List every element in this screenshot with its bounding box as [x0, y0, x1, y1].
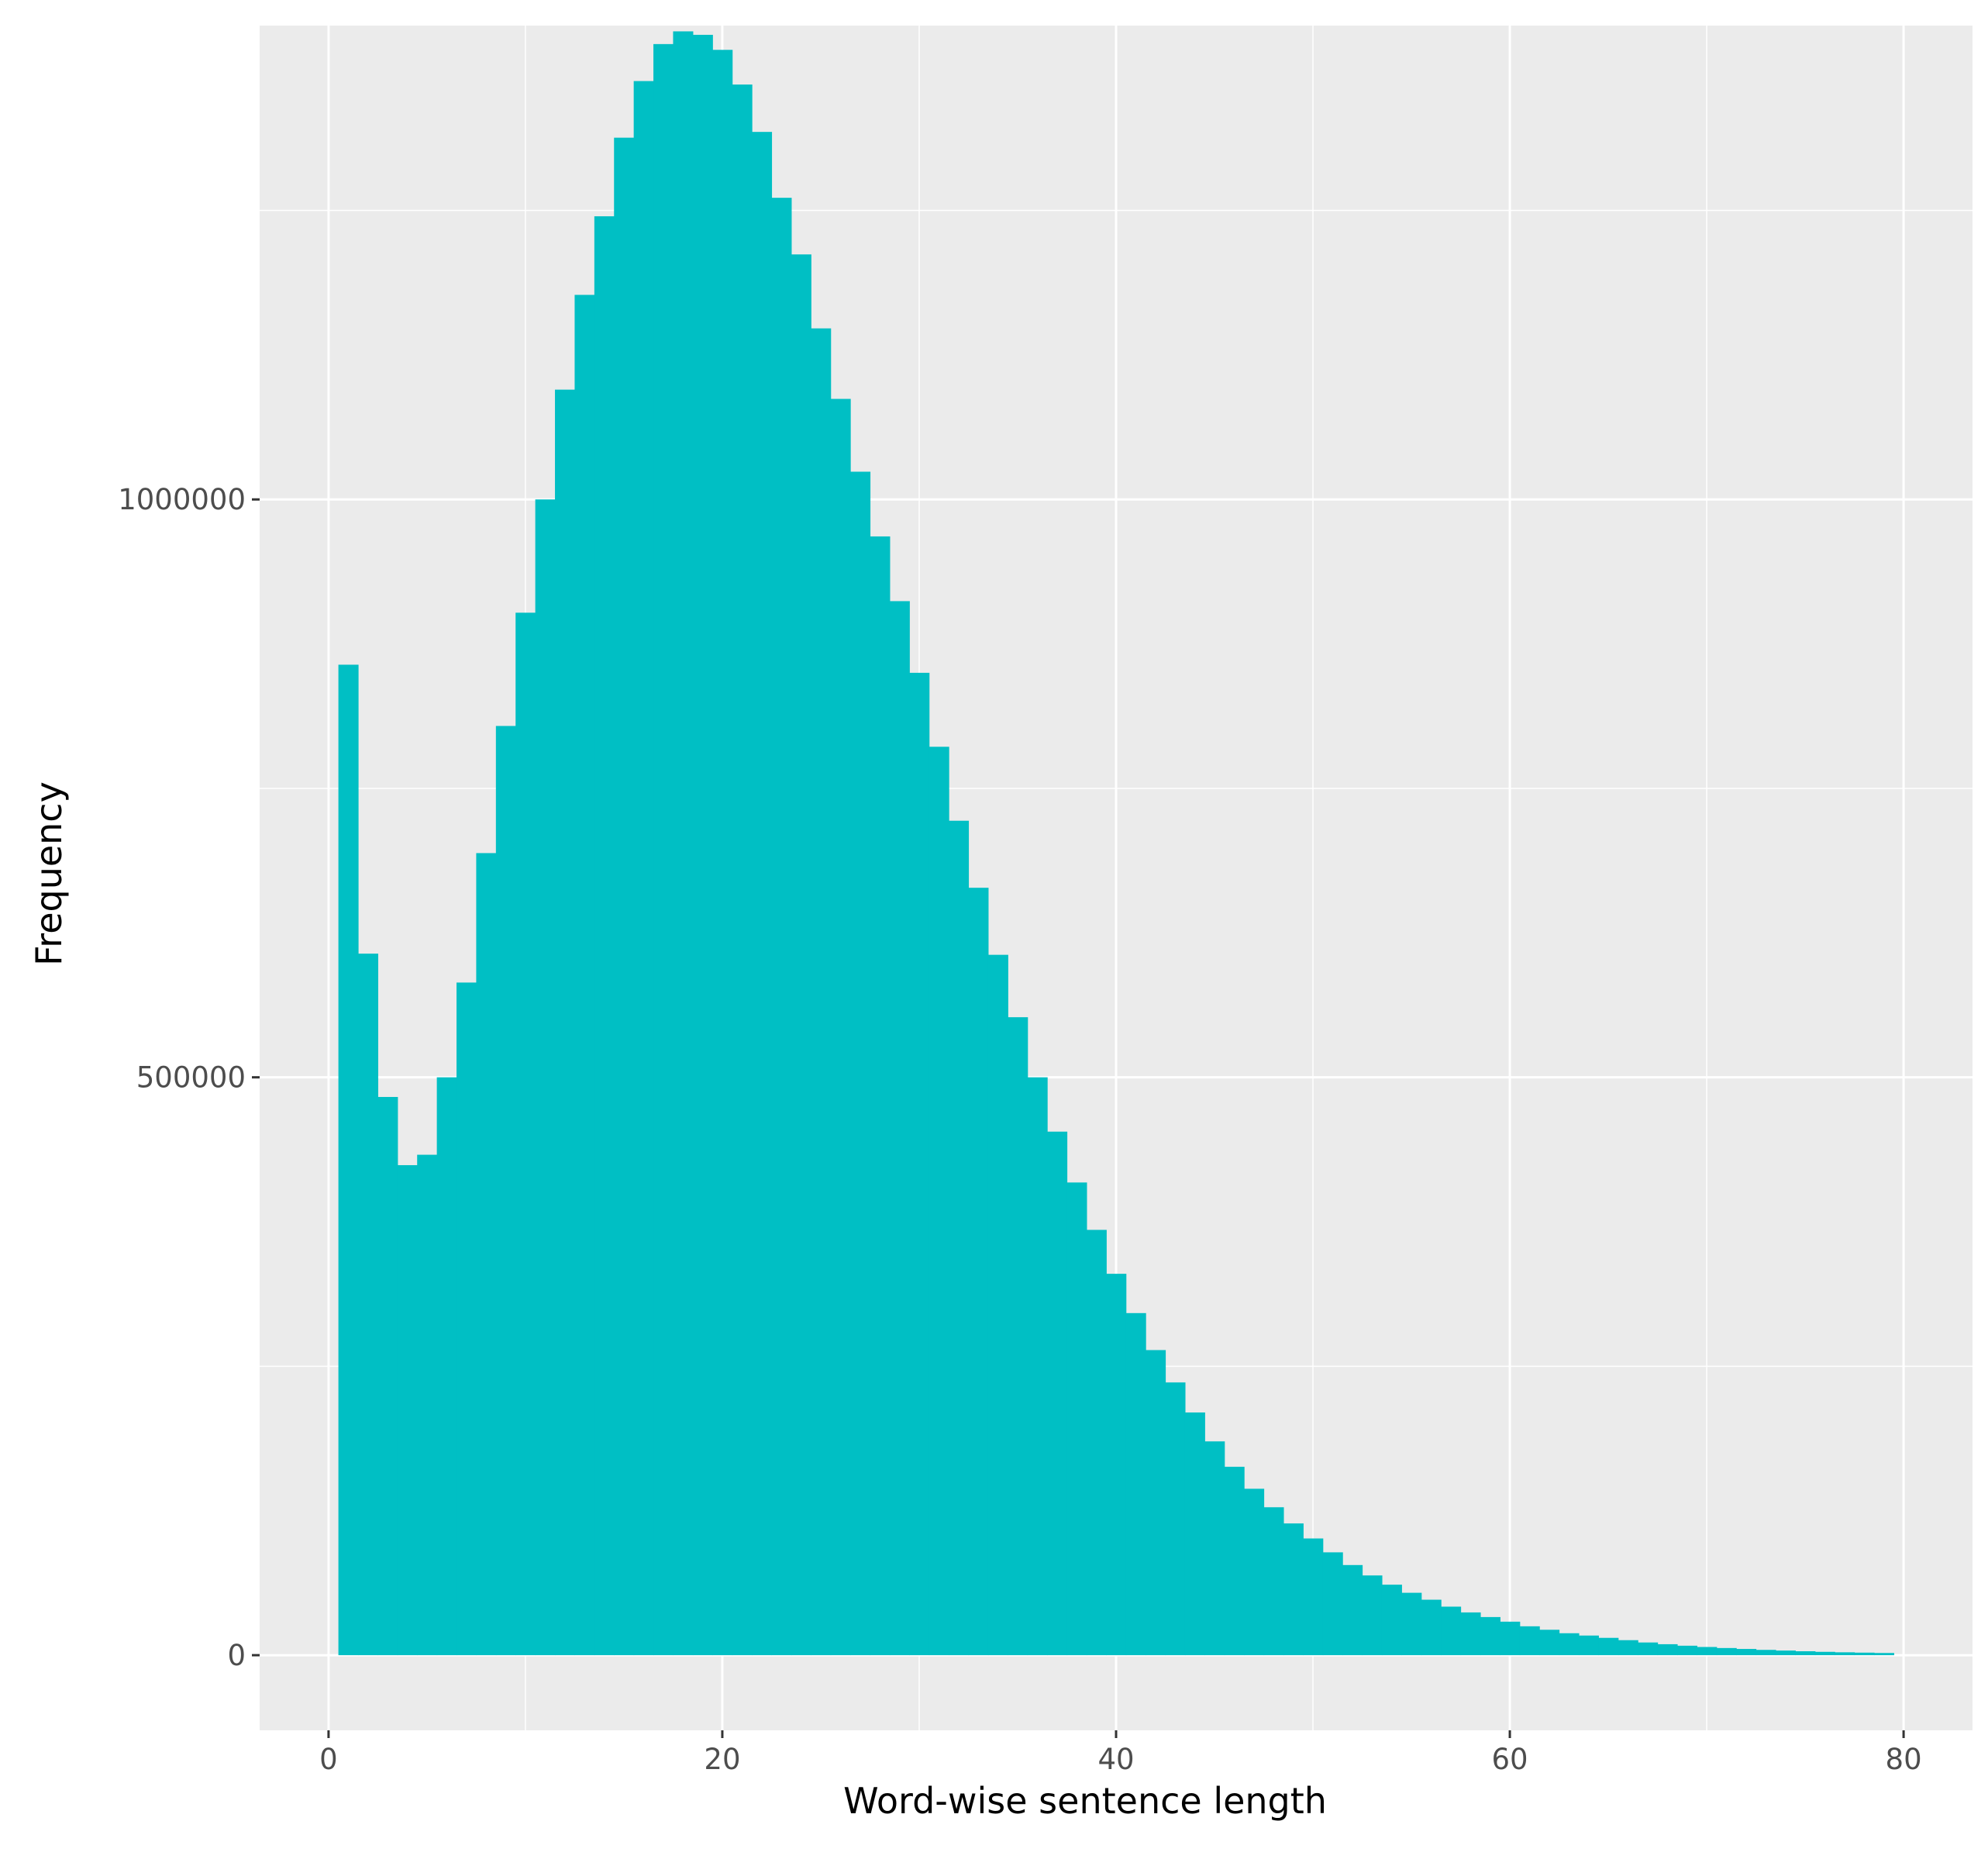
- histogram-bar-5: [417, 1154, 438, 1656]
- histogram-bar-53: [1362, 1575, 1383, 1656]
- y-axis-title: Frequency: [28, 781, 70, 966]
- histogram-bar-1: [338, 664, 359, 1656]
- histogram-bar-10: [515, 612, 536, 1656]
- histogram-bar-14: [594, 216, 615, 1656]
- histogram-bar-49: [1283, 1523, 1304, 1656]
- histogram-bar-30: [909, 672, 930, 1656]
- histogram-bar-31: [929, 747, 949, 1656]
- histogram-bar-79: [1873, 1653, 1894, 1656]
- histogram-bar-61: [1519, 1626, 1540, 1656]
- histogram-bar-74: [1775, 1650, 1796, 1656]
- histogram-bar-69: [1676, 1645, 1697, 1656]
- x-tick-label-0: 0: [319, 1743, 338, 1776]
- histogram-bar-64: [1578, 1635, 1599, 1656]
- histogram-bar-28: [870, 536, 891, 1656]
- histogram-bar-58: [1460, 1612, 1481, 1656]
- histogram-bar-52: [1342, 1564, 1363, 1656]
- x-axis: 0 20 40 60 80: [319, 1730, 1922, 1776]
- x-tick-label-4: 80: [1886, 1743, 1922, 1776]
- y-tick-label-1: 500000: [136, 1061, 246, 1095]
- histogram-bar-72: [1736, 1649, 1757, 1656]
- histogram-bar-51: [1322, 1552, 1343, 1656]
- histogram-bar-44: [1184, 1412, 1205, 1656]
- histogram-bar-38: [1066, 1182, 1087, 1656]
- histogram-bar-45: [1204, 1441, 1225, 1656]
- histogram-bar-33: [968, 888, 989, 1656]
- histogram-bar-7: [457, 982, 477, 1656]
- histogram-bar-55: [1401, 1592, 1422, 1656]
- histogram-bar-20: [712, 50, 733, 1656]
- histogram-bar-78: [1854, 1652, 1875, 1656]
- y-tick-label-2: 1000000: [118, 483, 246, 516]
- y-axis: 0 500000 1000000: [118, 483, 260, 1672]
- histogram-bar-46: [1224, 1467, 1245, 1656]
- histogram-bar-17: [653, 43, 674, 1656]
- x-tick-label-2: 40: [1097, 1743, 1134, 1776]
- histogram-bar-62: [1539, 1630, 1560, 1656]
- histogram-bar-43: [1165, 1382, 1186, 1656]
- x-tick-label-1: 20: [704, 1743, 740, 1776]
- histogram-bar-36: [1027, 1077, 1048, 1656]
- histogram-bar-22: [752, 132, 773, 1656]
- histogram-bar-54: [1381, 1585, 1402, 1656]
- histogram-bar-27: [850, 471, 871, 1656]
- histogram-bar-23: [771, 198, 792, 1656]
- histogram-bar-18: [673, 31, 694, 1656]
- histogram-bar-50: [1303, 1538, 1324, 1656]
- y-tick-label-0: 0: [227, 1639, 246, 1672]
- histogram-bar-34: [987, 954, 1008, 1656]
- histogram-bar-4: [397, 1164, 418, 1656]
- histogram-bar-40: [1106, 1274, 1127, 1656]
- x-tick-label-3: 60: [1491, 1743, 1528, 1776]
- histogram-bar-29: [889, 601, 910, 1656]
- histogram-bar-75: [1795, 1651, 1816, 1656]
- histogram-bar-12: [555, 389, 576, 1656]
- histogram-bar-37: [1047, 1131, 1068, 1656]
- histogram-bar-65: [1598, 1637, 1619, 1656]
- histogram-bar-6: [436, 1077, 457, 1656]
- histogram-bar-39: [1086, 1230, 1107, 1656]
- histogram-bar-70: [1697, 1647, 1718, 1656]
- histogram-bar-21: [732, 84, 753, 1656]
- histogram-bar-19: [692, 34, 713, 1656]
- histogram-bar-9: [495, 726, 516, 1656]
- histogram-bar-41: [1125, 1312, 1146, 1656]
- histogram-bar-35: [1008, 1017, 1028, 1656]
- histogram-bar-15: [614, 137, 635, 1656]
- histogram-bar-77: [1835, 1652, 1855, 1656]
- histogram-bar-48: [1263, 1507, 1284, 1656]
- histogram-bar-67: [1638, 1642, 1659, 1656]
- histogram-bar-25: [811, 328, 832, 1656]
- histogram-bar-59: [1480, 1616, 1500, 1656]
- histogram-bar-3: [377, 1097, 398, 1656]
- x-axis-title: Word-wise sentence length: [843, 1780, 1327, 1822]
- histogram-bar-8: [476, 853, 497, 1656]
- histogram-bar-24: [791, 254, 811, 1656]
- histogram-bar-66: [1618, 1640, 1638, 1656]
- histogram-bar-16: [633, 81, 654, 1656]
- histogram-bar-13: [574, 295, 595, 1656]
- histogram-bar-68: [1657, 1643, 1678, 1656]
- histogram-bar-26: [830, 398, 851, 1656]
- histogram-bars: [338, 31, 1894, 1656]
- histogram-bar-11: [535, 499, 556, 1656]
- histogram-bar-73: [1755, 1650, 1776, 1656]
- histogram-bar-71: [1716, 1647, 1737, 1656]
- histogram-bar-56: [1421, 1599, 1442, 1656]
- histogram-bar-47: [1244, 1488, 1265, 1656]
- histogram-bar-42: [1146, 1350, 1166, 1656]
- histogram-bar-32: [949, 820, 970, 1656]
- histogram-bar-57: [1441, 1606, 1462, 1656]
- histogram-bar-76: [1814, 1651, 1835, 1656]
- histogram-bar-60: [1500, 1621, 1521, 1656]
- histogram-bar-63: [1559, 1633, 1580, 1656]
- histogram-bar-2: [358, 954, 379, 1656]
